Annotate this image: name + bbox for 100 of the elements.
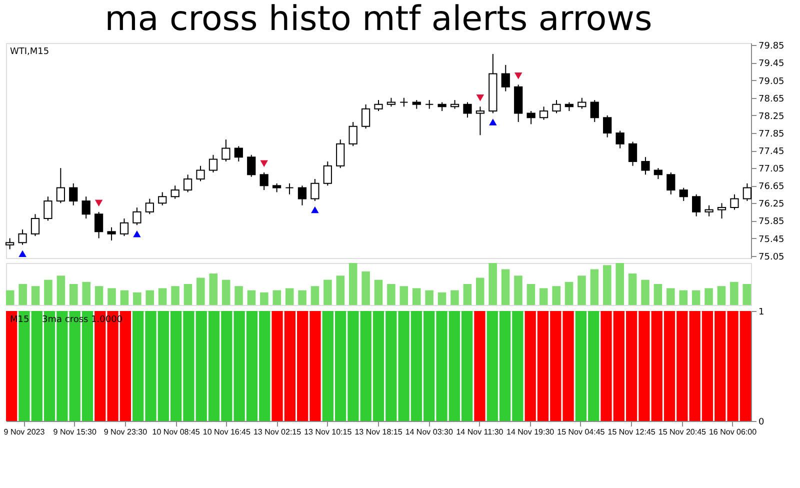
- candlestick: [260, 172, 268, 190]
- y-tick-label: 76.25: [758, 200, 784, 210]
- bar: [387, 284, 396, 305]
- bar: [374, 280, 383, 305]
- x-tick-label: 10 Nov 16:45: [202, 428, 252, 436]
- y-tick-label: 1: [758, 308, 764, 318]
- bar: [628, 274, 637, 305]
- x-tick-label: 15 Nov 12:45: [608, 428, 656, 436]
- candlestick: [208, 154, 218, 173]
- bar: [247, 290, 256, 305]
- bar: [285, 288, 294, 305]
- bar: [298, 290, 306, 305]
- x-tick-label: 14 Nov 03:30: [405, 428, 454, 436]
- bar: [222, 280, 230, 305]
- bar: [400, 286, 408, 305]
- candlestick: [158, 192, 167, 206]
- candlestick: [501, 64, 510, 92]
- bar: [196, 278, 205, 305]
- bar: [171, 286, 180, 305]
- candlestick: [679, 187, 688, 202]
- x-tick-label: 15 Nov 20:45: [658, 428, 707, 436]
- bar: [666, 288, 675, 305]
- bar: [82, 282, 90, 305]
- candlestick: [6, 238, 14, 250]
- candlestick: [82, 196, 90, 220]
- candlestick: [578, 97, 586, 110]
- candlestick: [654, 168, 663, 180]
- bar: [526, 284, 536, 305]
- candlestick: [145, 198, 154, 215]
- candlestick: [704, 204, 714, 217]
- bar: [654, 284, 662, 305]
- bar: [692, 290, 700, 305]
- candlestick: [616, 130, 624, 149]
- bar: [120, 290, 129, 305]
- point: [489, 118, 497, 126]
- candlestick: [44, 196, 52, 222]
- bar: [412, 288, 421, 305]
- y-tick-label: 75.05: [758, 252, 784, 262]
- bar: [578, 276, 586, 305]
- bar: [616, 263, 624, 305]
- candlestick: [552, 100, 561, 114]
- y-tick-label: 76.65: [758, 182, 784, 192]
- candlestick: [222, 139, 230, 162]
- point: [94, 200, 103, 207]
- bar: [742, 284, 751, 305]
- bar: [425, 290, 434, 305]
- x-tick-label: 9 Nov 23:30: [104, 428, 148, 436]
- candlestick: [476, 106, 485, 136]
- x-tick-label: 13 Nov 10:15: [304, 428, 352, 436]
- bar: [108, 288, 116, 305]
- chart-title: ma cross histo mtf alerts arrows: [104, 0, 652, 40]
- point: [514, 72, 522, 80]
- y-tick-label: 75.45: [758, 234, 784, 245]
- bar: [552, 286, 560, 305]
- bar: [18, 284, 27, 305]
- point: [133, 230, 141, 238]
- bar: [56, 276, 66, 305]
- candlestick: [196, 165, 205, 182]
- bar: [564, 282, 574, 305]
- bar: [679, 290, 688, 305]
- bar: [70, 284, 78, 305]
- point: [260, 160, 268, 168]
- bar: [146, 290, 154, 305]
- candlestick: [374, 100, 383, 112]
- y-tick-label: 77.05: [758, 164, 784, 175]
- candlestick: [18, 228, 27, 246]
- y-tick-label: 79.85: [758, 42, 784, 52]
- x-tick-label: 14 Nov 11:30: [456, 428, 504, 436]
- y-tick-label: 0: [758, 418, 764, 428]
- candlestick: [590, 100, 599, 122]
- bar: [463, 284, 472, 305]
- candlestick: [717, 202, 726, 220]
- bar: [476, 278, 484, 305]
- bar: [44, 280, 52, 305]
- bar: [158, 288, 167, 305]
- bar: [362, 271, 370, 305]
- y-tick-label: 77.45: [758, 147, 784, 157]
- bar: [514, 276, 522, 305]
- candlestick: [183, 174, 192, 193]
- candlestick: [463, 102, 472, 118]
- candlestick: [285, 182, 294, 195]
- candlestick: [56, 168, 65, 204]
- y-tick-label: 75.85: [758, 217, 784, 228]
- x-tick-label: 9 Nov 15:30: [53, 428, 97, 436]
- y-tick-label: 77.85: [758, 129, 784, 140]
- bar: [540, 288, 548, 305]
- x-tick-label: 10 Nov 08:45: [152, 428, 200, 436]
- bar: [234, 286, 243, 305]
- candlestick: [247, 154, 256, 178]
- candlestick: [603, 114, 612, 138]
- x-tick-label: 15 Nov 04:45: [557, 428, 606, 436]
- bar: [501, 269, 510, 305]
- candlestick: [170, 185, 180, 200]
- candlestick: [730, 194, 739, 210]
- bar: [438, 292, 446, 305]
- candlestick: [310, 178, 320, 202]
- y-tick-label: 79.05: [758, 76, 784, 87]
- candlestick: [120, 218, 129, 237]
- bar: [324, 280, 332, 305]
- candlestick: [107, 226, 116, 241]
